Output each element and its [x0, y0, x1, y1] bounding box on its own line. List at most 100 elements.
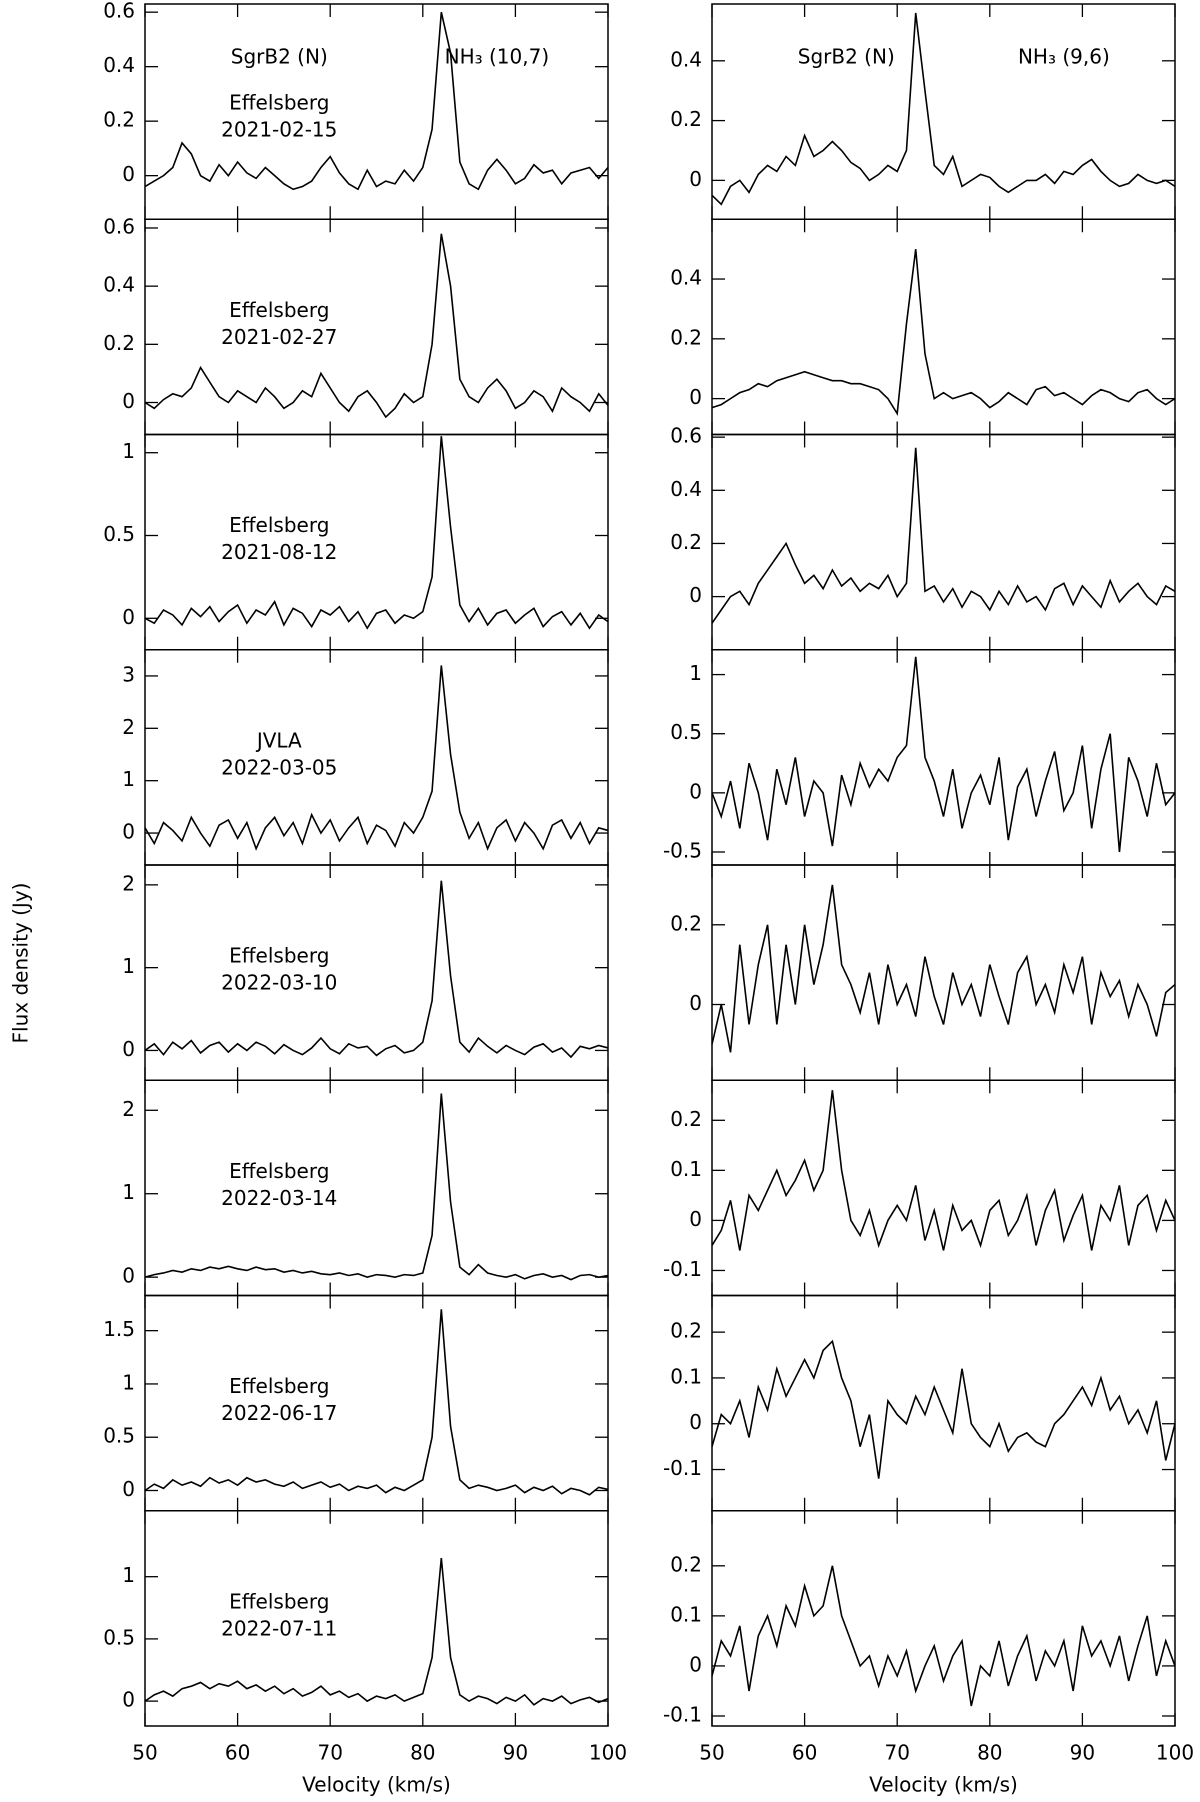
- y-tick-label: 0: [122, 605, 135, 629]
- spectrum-line: [144, 880, 609, 1059]
- y-axis-label: Flux density (Jy): [9, 883, 33, 1044]
- y-tick-label: 0.2: [670, 1107, 702, 1131]
- spectrum-line: [144, 1309, 609, 1496]
- telescope-label: Effelsberg: [229, 513, 329, 537]
- y-tick-label: 0: [689, 1652, 702, 1676]
- spectrum-line: [144, 665, 609, 851]
- y-tick-label: 0.2: [670, 107, 702, 131]
- spectrum-line: [144, 11, 609, 191]
- spectrum-line: [711, 884, 1176, 1053]
- spectrum-line: [711, 447, 1176, 624]
- spectrum-line: [711, 1339, 1176, 1479]
- telescope-label: JVLA: [255, 728, 302, 752]
- y-tick-label: 2: [122, 1097, 135, 1121]
- y-tick-label: 0: [689, 779, 702, 803]
- telescope-label: Effelsberg: [229, 944, 329, 968]
- y-tick-label: 0.5: [103, 1625, 135, 1649]
- source-label: SgrB2 (N): [798, 45, 895, 69]
- spectrum-line: [711, 249, 1176, 416]
- spectrum-line: [144, 1093, 609, 1281]
- x-tick-label: 60: [225, 1741, 250, 1765]
- y-tick-label: 0.2: [670, 1552, 702, 1576]
- y-tick-label: 0: [122, 1688, 135, 1712]
- y-tick-label: 0.4: [103, 53, 135, 77]
- y-tick-label: -0.5: [663, 838, 702, 862]
- y-tick-label: 0.2: [670, 1319, 702, 1343]
- transition-label: NH₃ (9,6): [1018, 45, 1110, 69]
- x-tick-label: 100: [1156, 1741, 1194, 1765]
- y-tick-label: 0.2: [103, 331, 135, 355]
- y-tick-label: 1: [122, 1563, 135, 1587]
- spectrum-line: [144, 1557, 609, 1706]
- x-tick-label: 50: [699, 1741, 724, 1765]
- x-tick-label: 60: [792, 1741, 817, 1765]
- y-tick-label: 1: [122, 1370, 135, 1394]
- y-tick-label: 0.6: [103, 214, 135, 238]
- date-label: 2022-03-10: [221, 971, 337, 995]
- spectrum-line: [711, 1565, 1176, 1707]
- y-tick-label: 0: [122, 389, 135, 413]
- x-tick-label: 100: [589, 1741, 627, 1765]
- x-tick-label: 90: [503, 1741, 528, 1765]
- y-tick-label: 0.2: [670, 530, 702, 554]
- y-tick-label: 0: [122, 1477, 135, 1501]
- spectrum-line: [711, 12, 1176, 206]
- y-tick-label: 0.2: [103, 108, 135, 132]
- x-tick-label: 50: [132, 1741, 157, 1765]
- y-tick-label: 1: [689, 661, 702, 685]
- y-tick-label: 0.4: [670, 477, 702, 501]
- y-tick-label: 0.6: [103, 0, 135, 23]
- x-tick-label: 90: [1070, 1741, 1095, 1765]
- y-tick-label: 0: [122, 1264, 135, 1288]
- y-tick-label: 0.2: [670, 911, 702, 935]
- y-tick-label: 0.1: [670, 1602, 702, 1626]
- date-label: 2021-02-15: [221, 118, 337, 142]
- telescope-label: Effelsberg: [229, 91, 329, 115]
- y-tick-label: 1: [122, 954, 135, 978]
- y-tick-label: 0: [689, 385, 702, 409]
- y-tick-label: 0: [689, 167, 702, 191]
- date-label: 2021-02-27: [221, 325, 337, 349]
- date-label: 2021-08-12: [221, 540, 337, 564]
- x-tick-label: 70: [317, 1741, 342, 1765]
- y-tick-label: 3: [122, 662, 135, 686]
- date-label: 2022-07-11: [221, 1616, 337, 1640]
- y-tick-label: 1: [122, 439, 135, 463]
- y-tick-label: 0: [122, 1037, 135, 1061]
- y-tick-label: 0.4: [103, 273, 135, 297]
- transition-label: NH₃ (10,7): [445, 45, 550, 69]
- x-tick-label: 80: [977, 1741, 1002, 1765]
- y-tick-label: 2: [122, 715, 135, 739]
- y-tick-label: 1: [122, 767, 135, 791]
- date-label: 2022-03-05: [221, 755, 337, 779]
- telescope-label: Effelsberg: [229, 1589, 329, 1613]
- y-tick-label: 0.4: [670, 47, 702, 71]
- spectrum-line: [711, 1090, 1176, 1251]
- date-label: 2022-03-14: [221, 1186, 337, 1210]
- panel-frame: [711, 1510, 1176, 1727]
- y-tick-label: 2: [122, 871, 135, 895]
- spectrum-line: [144, 436, 609, 630]
- y-tick-label: 0.6: [670, 424, 702, 448]
- y-tick-label: 0: [689, 991, 702, 1015]
- y-tick-label: 0: [122, 820, 135, 844]
- y-tick-label: 1: [122, 1180, 135, 1204]
- telescope-label: Effelsberg: [229, 298, 329, 322]
- telescope-label: Effelsberg: [229, 1159, 329, 1183]
- x-tick-label: 80: [410, 1741, 435, 1765]
- y-tick-label: 0.2: [670, 325, 702, 349]
- telescope-label: Effelsberg: [229, 1374, 329, 1398]
- source-label: SgrB2 (N): [231, 45, 328, 69]
- y-tick-label: 0.5: [670, 720, 702, 744]
- y-tick-label: -0.1: [663, 1456, 702, 1480]
- y-tick-label: 0.5: [103, 522, 135, 546]
- x-axis-label: Velocity (km/s): [869, 1773, 1018, 1797]
- spectrum-line: [144, 233, 609, 419]
- y-tick-label: 0.1: [670, 1364, 702, 1388]
- y-tick-label: 0: [689, 1410, 702, 1434]
- y-tick-label: -0.1: [663, 1702, 702, 1726]
- x-axis-label: Velocity (km/s): [302, 1773, 451, 1797]
